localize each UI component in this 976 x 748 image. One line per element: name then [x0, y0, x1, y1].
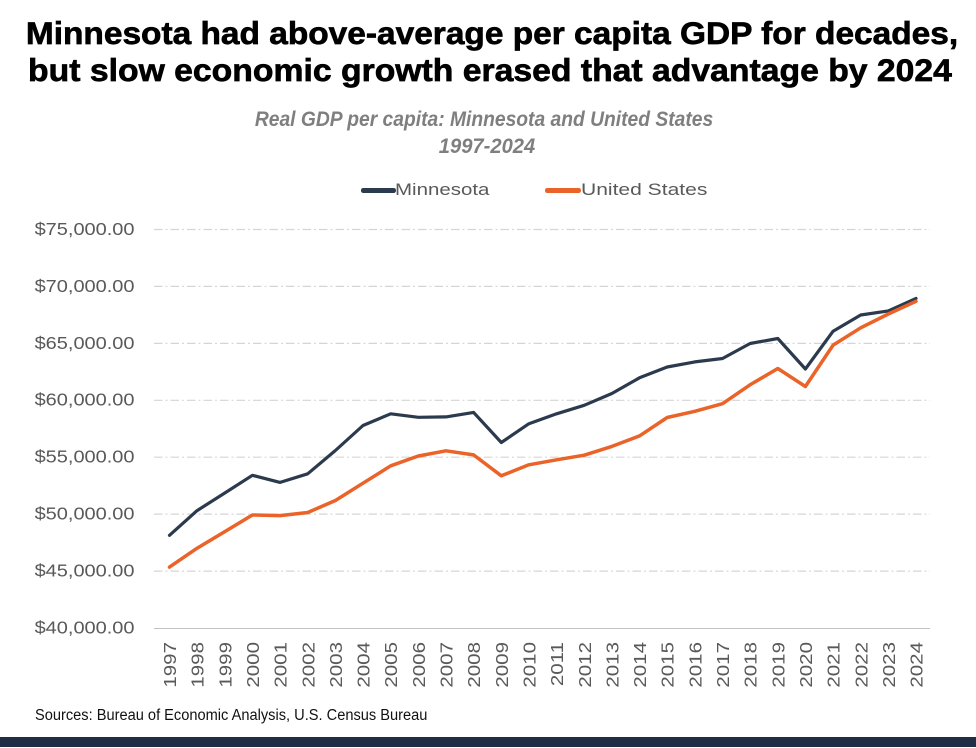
svg-text:2007: 2007 [438, 642, 458, 688]
svg-text:2023: 2023 [880, 642, 900, 688]
svg-text:$40,000.00: $40,000.00 [35, 618, 135, 638]
svg-text:2024: 2024 [908, 642, 928, 688]
svg-text:2018: 2018 [742, 642, 762, 688]
svg-text:2010: 2010 [521, 642, 541, 688]
svg-text:2015: 2015 [659, 642, 679, 688]
svg-text:2001: 2001 [272, 642, 292, 688]
svg-text:2013: 2013 [603, 642, 623, 688]
svg-text:2021: 2021 [825, 642, 845, 688]
svg-text:2000: 2000 [244, 642, 264, 688]
svg-text:$65,000.00: $65,000.00 [35, 334, 135, 354]
svg-text:1998: 1998 [189, 642, 209, 688]
svg-text:2008: 2008 [465, 642, 485, 688]
svg-text:2005: 2005 [382, 642, 402, 688]
svg-text:2019: 2019 [769, 642, 789, 688]
svg-text:2022: 2022 [852, 642, 872, 688]
svg-text:2006: 2006 [410, 642, 430, 688]
svg-text:2020: 2020 [797, 642, 817, 688]
svg-text:2011: 2011 [548, 642, 568, 686]
svg-text:1997: 1997 [161, 642, 181, 688]
svg-text:$55,000.00: $55,000.00 [35, 447, 135, 467]
svg-text:2003: 2003 [327, 642, 347, 688]
svg-text:$70,000.00: $70,000.00 [35, 277, 135, 297]
svg-text:2016: 2016 [686, 642, 706, 688]
svg-text:$50,000.00: $50,000.00 [35, 504, 135, 524]
svg-text:1999: 1999 [216, 642, 236, 688]
svg-text:2009: 2009 [493, 642, 513, 688]
svg-text:$75,000.00: $75,000.00 [35, 220, 135, 240]
svg-text:2014: 2014 [631, 642, 651, 688]
svg-text:2004: 2004 [355, 642, 375, 688]
svg-text:2012: 2012 [576, 642, 596, 688]
svg-text:2017: 2017 [714, 642, 734, 688]
svg-text:$45,000.00: $45,000.00 [35, 561, 135, 581]
svg-text:$60,000.00: $60,000.00 [35, 391, 135, 411]
svg-text:2002: 2002 [299, 642, 319, 688]
